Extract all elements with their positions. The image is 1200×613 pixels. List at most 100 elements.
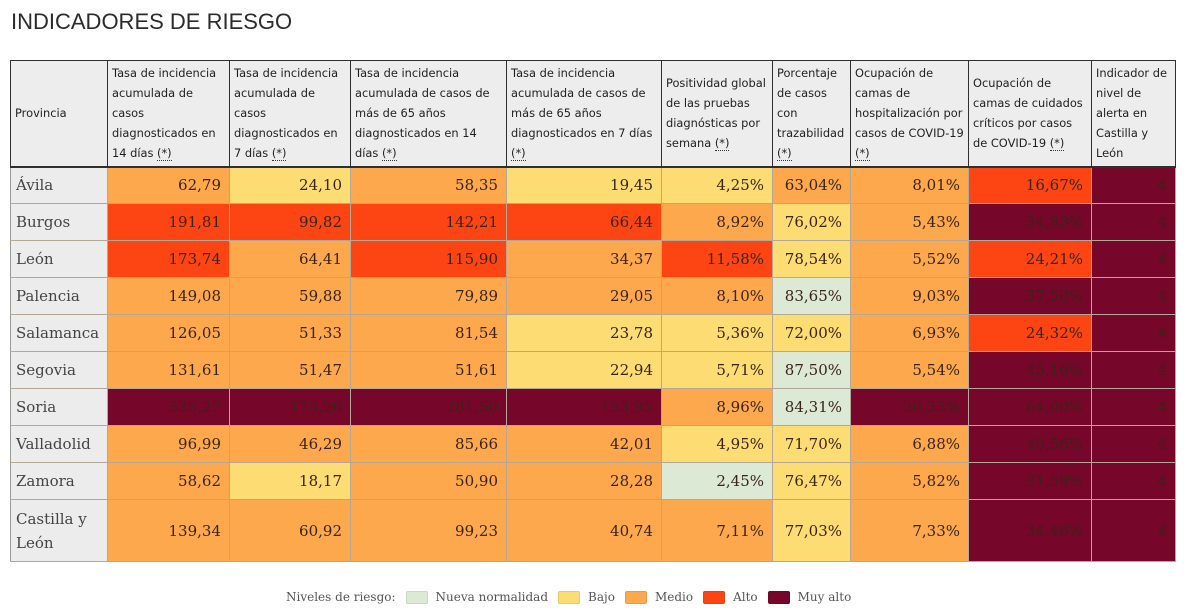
page-title: INDICADORES DE RIESGO xyxy=(11,9,293,34)
value-cell: 2,45% xyxy=(661,462,773,500)
footnote-link[interactable]: (*) xyxy=(1049,136,1065,152)
value-cell: 34,46% xyxy=(968,499,1092,562)
value-cell: 115,90 xyxy=(350,240,507,278)
legend-item-label: Nueva normalidad xyxy=(435,590,549,604)
column-header: Ocupación de camas de cuidados críticos … xyxy=(968,60,1092,168)
column-header-label: Tasa de incidencia acumulada de casos di… xyxy=(112,66,217,161)
province-cell: Castilla y León xyxy=(10,499,108,562)
column-header: Tasa de incidencia acumulada de casos de… xyxy=(350,60,507,168)
table-row: Ávila 62,79 24,10 58,35 19,45 4,25% 63,04% 8,01… xyxy=(10,166,1176,204)
table-row: Zamora 58,62 18,17 50,90 28,28 2,45% 76,47% 5,8… xyxy=(10,462,1176,500)
value-cell: 4 xyxy=(1091,462,1176,500)
table-row: Segovia 131,61 51,47 51,61 22,94 5,71% 87,50% 5… xyxy=(10,351,1176,389)
value-cell: 31,58% xyxy=(968,462,1092,500)
table-body: Ávila 62,79 24,10 58,35 19,45 4,25% 63,04% 8,01… xyxy=(10,166,1176,562)
value-cell: 22,94 xyxy=(506,351,662,389)
column-header-label: Provincia xyxy=(15,106,67,121)
column-header: Indicador de nivel de alerta en Castilla… xyxy=(1091,60,1176,168)
value-cell: 79,89 xyxy=(350,277,507,315)
value-cell: 40,56% xyxy=(968,425,1092,463)
legend-swatch xyxy=(405,590,428,604)
table-row: Salamanca 126,05 51,33 81,54 23,78 5,36% 72,00… xyxy=(10,314,1176,352)
value-cell: 142,21 xyxy=(350,203,507,241)
value-cell: 96,99 xyxy=(107,425,230,463)
value-cell: 4,95% xyxy=(661,425,773,463)
value-cell: 78,54% xyxy=(772,240,851,278)
value-cell: 5,52% xyxy=(850,240,969,278)
value-cell: 72,00% xyxy=(772,314,851,352)
value-cell: 5,43% xyxy=(850,203,969,241)
value-cell: 173,26 xyxy=(229,388,351,426)
value-cell: 24,21% xyxy=(968,240,1092,278)
value-cell: 5,36% xyxy=(661,314,773,352)
column-header: Tasa de incidencia acumulada de casos di… xyxy=(107,60,230,168)
value-cell: 153,95 xyxy=(506,388,662,426)
column-header-label: Ocupación de camas de hospitalización po… xyxy=(855,66,964,141)
value-cell: 4 xyxy=(1091,388,1176,426)
column-header-label: Tasa de incidencia acumulada de casos di… xyxy=(234,66,339,161)
value-cell: 58,62 xyxy=(107,462,230,500)
legend-label: Niveles de riesgo: xyxy=(286,590,396,604)
value-cell: 51,61 xyxy=(350,351,507,389)
value-cell: 84,31% xyxy=(772,388,851,426)
province-cell: Burgos xyxy=(10,203,108,241)
value-cell: 76,02% xyxy=(772,203,851,241)
value-cell: 4,25% xyxy=(661,166,773,204)
province-cell: Palencia xyxy=(10,277,108,315)
column-header-label: Indicador de nivel de alerta en Castilla… xyxy=(1096,66,1167,161)
value-cell: 34,37 xyxy=(506,240,662,278)
footnote-link[interactable]: (*) xyxy=(777,146,792,162)
value-cell: 71,70% xyxy=(772,425,851,463)
column-header-label: Ocupación de camas de cuidados críticos … xyxy=(973,76,1083,151)
value-cell: 66,44 xyxy=(506,203,662,241)
footnote-link[interactable]: (*) xyxy=(157,146,172,162)
value-cell: 9,03% xyxy=(850,277,969,315)
value-cell: 59,88 xyxy=(229,277,351,315)
value-cell: 40,74 xyxy=(506,499,662,562)
value-cell: 8,10% xyxy=(661,277,773,315)
value-cell: 77,03% xyxy=(772,499,851,562)
province-cell: Zamora xyxy=(10,462,108,500)
value-cell: 58,35 xyxy=(350,166,507,204)
footnote-link[interactable]: (*) xyxy=(271,146,287,162)
footnote-link[interactable]: (*) xyxy=(381,146,397,162)
province-cell: Soria xyxy=(10,388,108,426)
province-cell: Salamanca xyxy=(10,314,108,352)
value-cell: 4 xyxy=(1091,314,1176,352)
province-cell: Valladolid xyxy=(10,425,108,463)
value-cell: 11,58% xyxy=(661,240,773,278)
table-row: León 173,74 64,41 115,90 34,37 11,58% 78,54% 5,… xyxy=(10,240,1176,278)
legend-item-label: Muy alto xyxy=(797,590,852,604)
value-cell: 139,34 xyxy=(107,499,230,562)
value-cell: 63,04% xyxy=(772,166,851,204)
value-cell: 24,32% xyxy=(968,314,1092,352)
value-cell: 5,54% xyxy=(850,351,969,389)
value-cell: 64,00% xyxy=(968,388,1092,426)
legend-swatch xyxy=(703,590,726,604)
risk-indicators-table: Provincia Tasa de incidencia acumulada de… xyxy=(10,60,1176,562)
footnote-link[interactable]: (*) xyxy=(855,146,870,162)
value-cell: 8,01% xyxy=(850,166,969,204)
value-cell: 191,81 xyxy=(107,203,230,241)
legend-item-nn: Nueva normalidad xyxy=(405,590,549,604)
footnote-link[interactable]: (*) xyxy=(511,146,526,162)
value-cell: 4 xyxy=(1091,351,1176,389)
value-cell: 99,82 xyxy=(229,203,351,241)
value-cell: 4 xyxy=(1091,240,1176,278)
value-cell: 60,92 xyxy=(229,499,351,562)
value-cell: 99,23 xyxy=(350,499,507,562)
footnote-link[interactable]: (*) xyxy=(714,136,730,152)
column-header-label: Porcentaje de casos con trazabilidad xyxy=(777,66,845,141)
value-cell: 6,88% xyxy=(850,425,969,463)
column-header: Positividad global de las pruebas diagnó… xyxy=(661,60,773,168)
risk-legend: Niveles de riesgo: Nueva normalidad Bajo M… xyxy=(286,590,861,604)
column-header-label: Tasa de incidencia acumulada de casos de… xyxy=(355,66,490,161)
column-header: Provincia xyxy=(10,60,108,168)
value-cell: 6,93% xyxy=(850,314,969,352)
value-cell: 51,33 xyxy=(229,314,351,352)
value-cell: 81,54 xyxy=(350,314,507,352)
legend-item-label: Bajo xyxy=(588,590,615,604)
value-cell: 87,50% xyxy=(772,351,851,389)
value-cell: 126,05 xyxy=(107,314,230,352)
value-cell: 4 xyxy=(1091,166,1176,204)
